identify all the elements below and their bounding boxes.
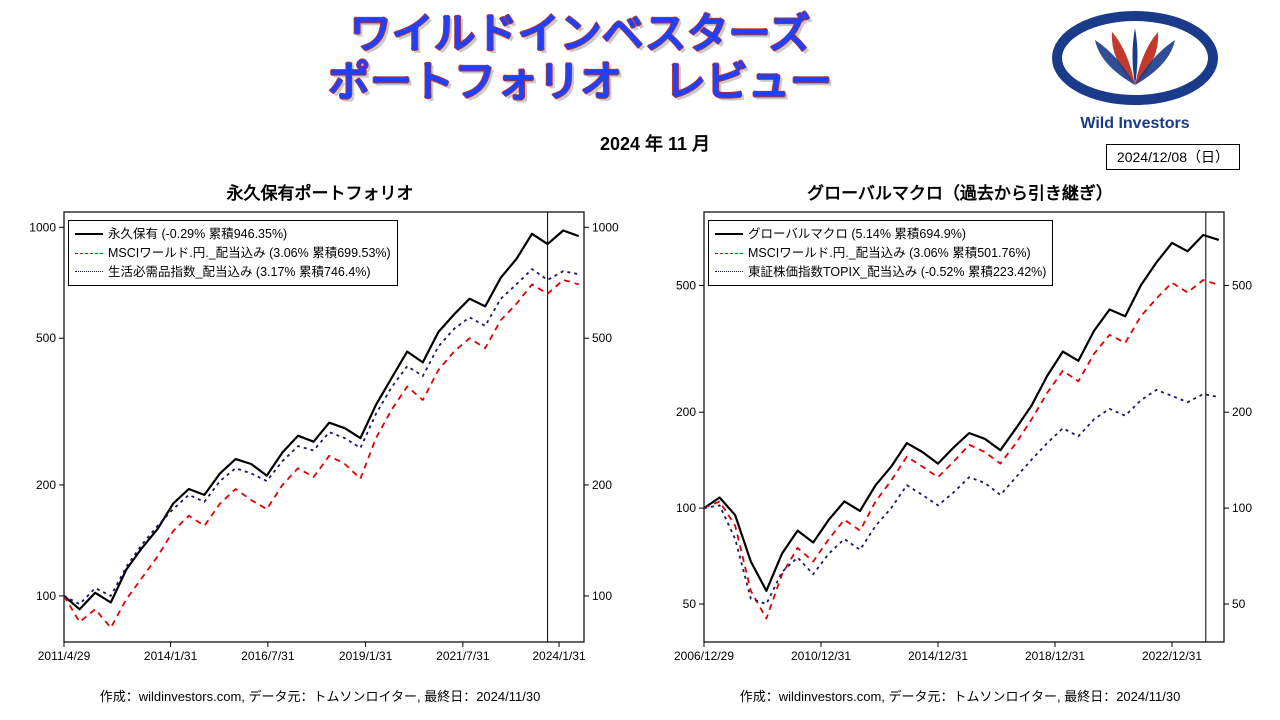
svg-text:500: 500 <box>1232 278 1252 292</box>
logo-icon <box>1050 10 1220 110</box>
logo: Wild Investors <box>1030 10 1240 140</box>
chart1-title: 永久保有ポートフォリオ <box>0 179 640 204</box>
svg-text:2014/12/31: 2014/12/31 <box>908 649 968 663</box>
svg-text:1000: 1000 <box>29 220 56 234</box>
svg-text:2021/7/31: 2021/7/31 <box>436 649 490 663</box>
svg-text:50: 50 <box>683 597 697 611</box>
page: ワイルドインベスターズ ポートフォリオ レビュー 2024 年 11 月 Wil… <box>0 0 1280 720</box>
title-line1: ワイルドインベスターズ <box>260 10 900 58</box>
svg-text:200: 200 <box>1232 405 1252 419</box>
chart2-plot: 50 50 100 100 200 200 500 500 2006/12/29 2010/12/… <box>646 206 1274 682</box>
chart-left-panel: 永久保有ポートフォリオ 100 100 200 200 500 500 1000 1000 20… <box>0 175 640 720</box>
title-line2: ポートフォリオ レビュー <box>260 58 900 106</box>
svg-text:200: 200 <box>676 405 696 419</box>
svg-text:2019/1/31: 2019/1/31 <box>339 649 393 663</box>
legend-label: MSCIワールド.円._配当込み (3.06% 累積699.53%) <box>108 244 391 263</box>
chart1-plot: 100 100 200 200 500 500 1000 1000 2011/4/29 2014/… <box>6 206 634 682</box>
legend-item: MSCIワールド.円._配当込み (3.06% 累積501.76%) <box>715 244 1046 263</box>
svg-text:2006/12/29: 2006/12/29 <box>674 649 734 663</box>
svg-text:2011/4/29: 2011/4/29 <box>38 649 91 663</box>
chart2-caption: 作成：wildinvestors.com, データ元：トムソンロイター, 最終日… <box>640 686 1280 705</box>
svg-text:1000: 1000 <box>592 220 619 234</box>
chart1-caption: 作成：wildinvestors.com, データ元：トムソンロイター, 最終日… <box>0 686 640 705</box>
legend-label: グローバルマクロ (5.14% 累積694.9%) <box>748 225 966 244</box>
legend-item: 生活必需品指数_配当込み (3.17% 累積746.4%) <box>75 263 391 282</box>
svg-text:2010/12/31: 2010/12/31 <box>791 649 851 663</box>
legend-item: 永久保有 (-0.29% 累積946.35%) <box>75 225 391 244</box>
legend-item: 東証株価指数TOPIX_配当込み (-0.52% 累積223.42%) <box>715 263 1046 282</box>
title-block: ワイルドインベスターズ ポートフォリオ レビュー <box>260 10 900 107</box>
svg-text:500: 500 <box>592 331 612 345</box>
chart-legend: グローバルマクロ (5.14% 累積694.9%)MSCIワールド.円._配当込… <box>708 220 1053 286</box>
svg-text:50: 50 <box>1232 597 1246 611</box>
svg-text:2018/12/31: 2018/12/31 <box>1025 649 1085 663</box>
svg-text:200: 200 <box>36 478 56 492</box>
svg-text:100: 100 <box>1232 501 1252 515</box>
svg-text:2024/1/31: 2024/1/31 <box>532 649 586 663</box>
chart-right-panel: グローバルマクロ（過去から引き継ぎ） 505010010020020050050… <box>640 175 1280 720</box>
chart-legend: 永久保有 (-0.29% 累積946.35%)MSCIワールド.円._配当込み … <box>68 220 398 286</box>
svg-text:100: 100 <box>676 501 696 515</box>
svg-text:2016/7/31: 2016/7/31 <box>241 649 295 663</box>
chart2-title: グローバルマクロ（過去から引き継ぎ） <box>640 179 1280 204</box>
svg-text:2014/1/31: 2014/1/31 <box>144 649 198 663</box>
svg-text:200: 200 <box>592 478 612 492</box>
legend-label: 永久保有 (-0.29% 累積946.35%) <box>108 225 287 244</box>
legend-label: MSCIワールド.円._配当込み (3.06% 累積501.76%) <box>748 244 1031 263</box>
svg-text:100: 100 <box>36 589 56 603</box>
svg-text:500: 500 <box>676 278 696 292</box>
date-stamp: 2024/12/08（日） <box>1106 144 1240 170</box>
logo-text: Wild Investors <box>1030 115 1240 133</box>
charts-row: 永久保有ポートフォリオ 100 100 200 200 500 500 1000 1000 20… <box>0 175 1280 720</box>
legend-item: グローバルマクロ (5.14% 累積694.9%) <box>715 225 1046 244</box>
svg-text:100: 100 <box>592 589 612 603</box>
legend-label: 東証株価指数TOPIX_配当込み (-0.52% 累積223.42%) <box>748 263 1046 282</box>
svg-text:2022/12/31: 2022/12/31 <box>1142 649 1202 663</box>
svg-text:500: 500 <box>36 331 56 345</box>
month-label: 2024 年 11 月 <box>600 130 710 156</box>
legend-item: MSCIワールド.円._配当込み (3.06% 累積699.53%) <box>75 244 391 263</box>
legend-label: 生活必需品指数_配当込み (3.17% 累積746.4%) <box>108 263 371 282</box>
